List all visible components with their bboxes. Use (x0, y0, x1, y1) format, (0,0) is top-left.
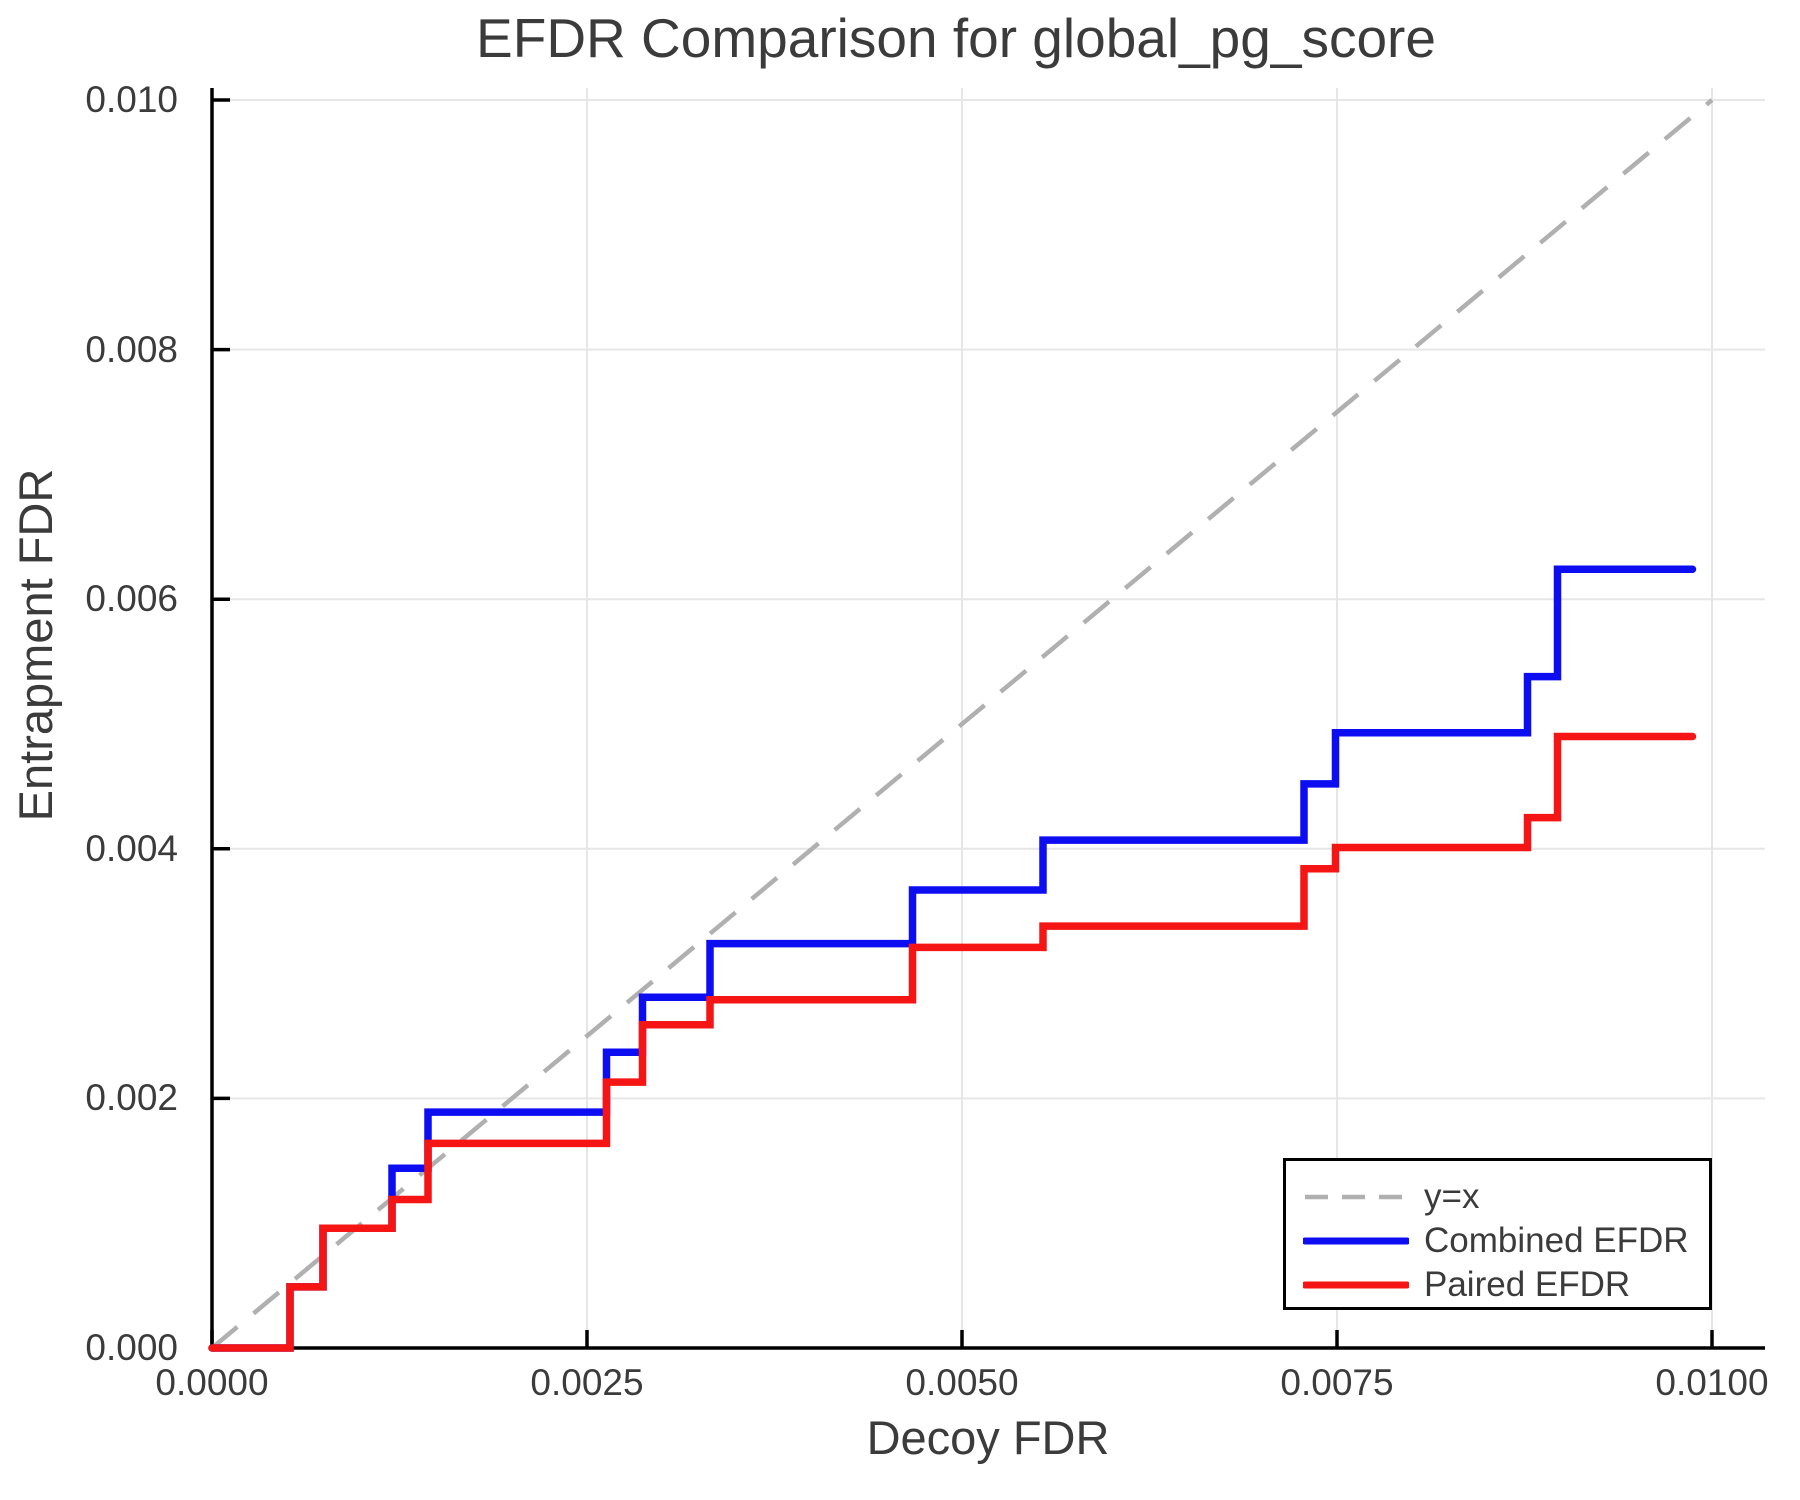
x-tick-label: 0.0050 (905, 1362, 1019, 1403)
y-tick-label: 0.006 (85, 578, 178, 620)
y-tick-label: 0.010 (85, 79, 178, 120)
series-lines (208, 565, 1697, 1352)
y-tick-label: 0.000 (85, 1327, 178, 1368)
y-axis-label: Entrapment FDR (9, 468, 62, 822)
legend-label: Paired EFDR (1424, 1265, 1631, 1304)
y-tick-label: 0.002 (85, 1077, 178, 1119)
legend-swatch-solid (1303, 1281, 1409, 1289)
x-tick-label: 0.0000 (155, 1362, 269, 1403)
chart-title: EFDR Comparison for global_pg_score (476, 7, 1436, 69)
legend-swatch-dashed (1305, 1194, 1407, 1200)
y-tick-label: 0.004 (85, 827, 178, 869)
legend-item: y=x (1303, 1175, 1709, 1219)
axes (210, 88, 1765, 1350)
x-tick-label: 0.0025 (530, 1362, 644, 1403)
legend: y=x Combined EFDR Paired EFDR (1283, 1158, 1712, 1310)
legend-label: Combined EFDR (1424, 1221, 1689, 1260)
legend-item: Paired EFDR (1303, 1263, 1709, 1307)
x-tick-label: 0.0100 (1655, 1362, 1769, 1403)
legend-label: y=x (1424, 1177, 1480, 1216)
gridlines (212, 88, 1765, 1348)
paired-efdr-line (208, 732, 1697, 1352)
y-tick-label: 0.008 (85, 328, 178, 370)
legend-swatch-solid (1303, 1237, 1409, 1245)
x-axis-label: Decoy FDR (866, 1411, 1110, 1464)
x-tick-label: 0.0075 (1280, 1362, 1394, 1403)
legend-item: Combined EFDR (1303, 1219, 1709, 1263)
